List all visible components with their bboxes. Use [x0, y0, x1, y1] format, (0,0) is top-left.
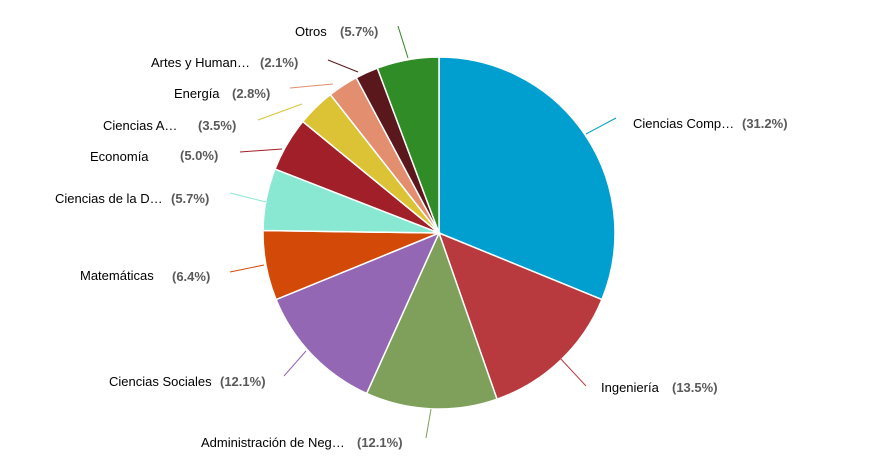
slice-percent-label: (5.7%)	[340, 24, 378, 39]
leader-line	[229, 192, 267, 203]
slice-percent-label: (3.5%)	[198, 118, 236, 133]
slice-label: Ciencias Sociales	[109, 374, 212, 389]
leader-line	[397, 25, 409, 59]
slice-percent-label: (2.1%)	[260, 55, 298, 70]
slice-percent-label: (31.2%)	[742, 116, 788, 131]
slice-label: Ciencias de la D…	[55, 191, 163, 206]
slice-percent-label: (12.1%)	[357, 435, 403, 450]
pie-slice	[275, 231, 441, 395]
leader-line	[229, 264, 265, 273]
slice-percent-label: (12.1%)	[220, 374, 266, 389]
leader-line	[425, 408, 432, 439]
leader-line	[327, 59, 359, 73]
leader-line	[585, 117, 617, 135]
pie-slices	[262, 56, 616, 410]
slice-label: Matemáticas	[80, 268, 154, 283]
pie-labels: Ciencias Comp… (31.2%) Ingeniería (13.5%) Ad…	[55, 24, 788, 450]
slice-label: Artes y Human…	[151, 55, 250, 70]
leader-line	[559, 357, 587, 387]
pie-slice	[365, 230, 498, 410]
pie-slice	[376, 56, 440, 234]
slice-label: Energía	[174, 86, 220, 101]
slice-label: Otros	[295, 24, 327, 39]
slice-percent-label: (13.5%)	[672, 380, 718, 395]
slice-label: Ciencias A…	[103, 118, 177, 133]
slice-percent-label: (6.4%)	[172, 269, 210, 284]
leader-line	[289, 83, 334, 89]
slice-percent-label: (2.8%)	[232, 86, 270, 101]
leader-line	[283, 350, 307, 377]
slice-label: Ciencias Comp…	[633, 116, 734, 131]
leader-line	[239, 148, 283, 153]
pie-slice	[438, 56, 616, 301]
slice-percent-label: (5.7%)	[171, 191, 209, 206]
leader-line	[257, 103, 303, 121]
slice-percent-label: (5.0%)	[180, 148, 218, 163]
slice-label: Administración de Neg…	[201, 435, 345, 450]
slice-label: Economía	[90, 149, 149, 164]
slice-label: Ingeniería	[601, 380, 660, 395]
pie-slice	[437, 231, 603, 401]
